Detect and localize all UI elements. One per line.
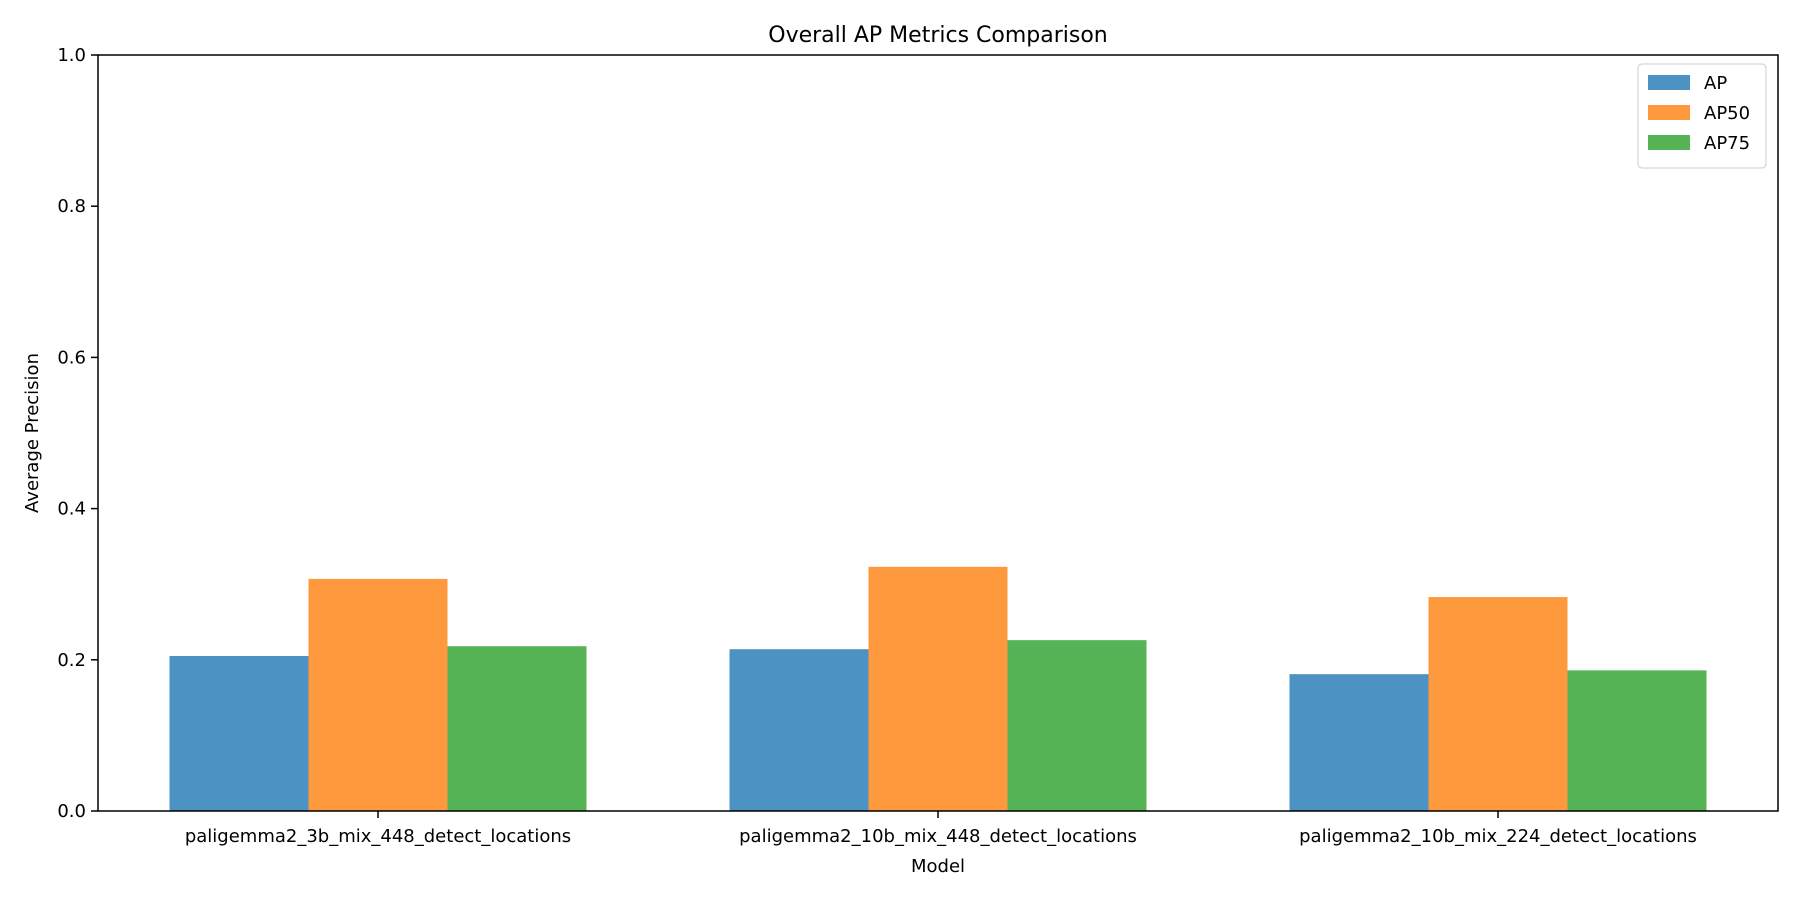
- bars-group: [169, 566, 1707, 811]
- legend-label-ap: AP: [1704, 73, 1727, 94]
- bar-ap75-1: [447, 646, 587, 811]
- x-axis-label: Model: [911, 856, 965, 877]
- bar-ap50-1: [308, 578, 448, 811]
- bar-ap50-3: [1428, 597, 1568, 811]
- bar-ap75-3: [1567, 670, 1707, 811]
- legend: AP AP50 AP75: [1637, 63, 1767, 169]
- legend-swatch-ap50: [1648, 105, 1690, 120]
- bar-ap-3: [1289, 674, 1429, 811]
- y-tick-label: 0.8: [57, 196, 86, 217]
- x-tick-label: paligemma2_3b_mix_448_detect_locations: [185, 826, 571, 847]
- y-tick-label: 0.2: [57, 650, 86, 671]
- bar-ap50-2: [868, 566, 1008, 811]
- bar-ap-1: [169, 656, 309, 811]
- y-tick-label: 0.0: [57, 801, 86, 822]
- y-axis-label: Average Precision: [22, 353, 43, 513]
- legend-label-ap50: AP50: [1704, 103, 1750, 124]
- bar-ap75-2: [1007, 640, 1147, 811]
- legend-swatch-ap: [1648, 75, 1690, 90]
- legend-label-ap75: AP75: [1704, 133, 1750, 154]
- x-tick-label: paligemma2_10b_mix_448_detect_locations: [739, 826, 1137, 847]
- chart-title: Overall AP Metrics Comparison: [768, 23, 1108, 48]
- bar-ap-2: [729, 649, 869, 811]
- legend-swatch-ap75: [1648, 135, 1690, 150]
- y-tick-label: 0.4: [57, 499, 86, 520]
- y-axis: 0.0 0.2 0.4 0.6 0.8 1.0: [57, 45, 98, 822]
- y-tick-label: 1.0: [57, 45, 86, 66]
- x-tick-label: paligemma2_10b_mix_224_detect_locations: [1299, 826, 1697, 847]
- x-axis: paligemma2_3b_mix_448_detect_locations pa…: [185, 811, 1697, 847]
- y-tick-label: 0.6: [57, 347, 86, 368]
